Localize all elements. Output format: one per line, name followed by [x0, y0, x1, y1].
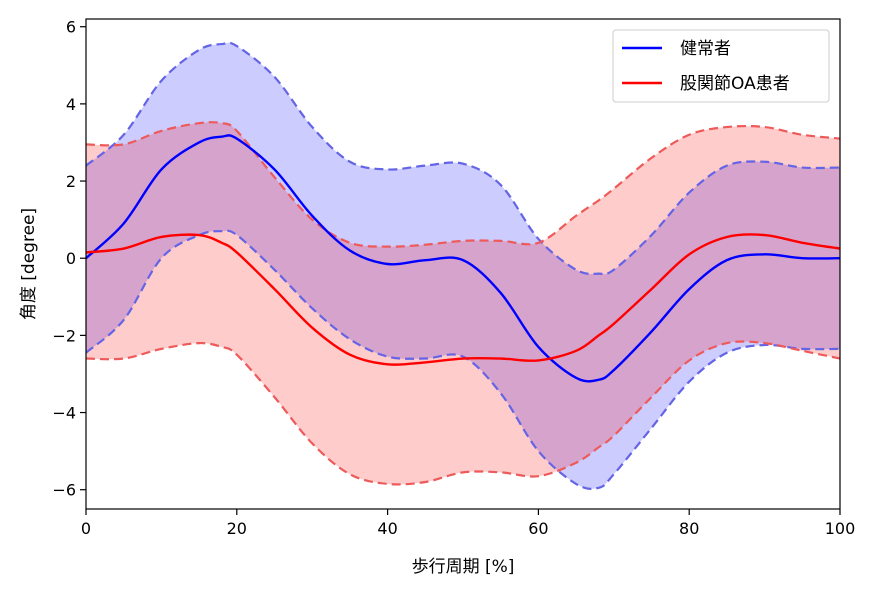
lower-bound-healthy: [86, 229, 840, 490]
legend-label-oa: 股関節OA患者: [680, 74, 790, 94]
band-oa: [86, 122, 840, 485]
y-tick-label: −6: [52, 481, 76, 500]
y-axis-label: 角度 [degree]: [19, 208, 39, 320]
x-tick-label: 80: [679, 519, 699, 538]
y-tick-label: 6: [66, 18, 76, 37]
y-tick-label: 0: [66, 249, 76, 268]
y-tick-label: −2: [52, 326, 76, 345]
x-tick-label: 100: [825, 519, 856, 538]
y-tick-label: −4: [52, 404, 76, 423]
y-tick-label: 2: [66, 172, 76, 191]
mean-line-healthy: [86, 134, 840, 383]
lower-bound-oa: [86, 340, 840, 486]
legend: 健常者 股関節OA患者: [612, 29, 830, 103]
x-tick-label: 0: [81, 519, 91, 538]
mean-line-oa: [86, 233, 840, 366]
x-axis-label: 歩行周期 [%]: [412, 557, 515, 577]
x-tick-label: 60: [528, 519, 548, 538]
upper-bound-oa: [86, 121, 840, 248]
x-tick-label: 20: [227, 519, 247, 538]
x-tick-label: 40: [377, 519, 397, 538]
plot-frame: [85, 18, 841, 510]
legend-box: [612, 29, 830, 103]
upper-bound-healthy: [86, 41, 840, 276]
y-tick-label: 4: [66, 95, 76, 114]
band-healthy: [86, 42, 840, 489]
legend-label-healthy: 健常者: [680, 39, 731, 59]
